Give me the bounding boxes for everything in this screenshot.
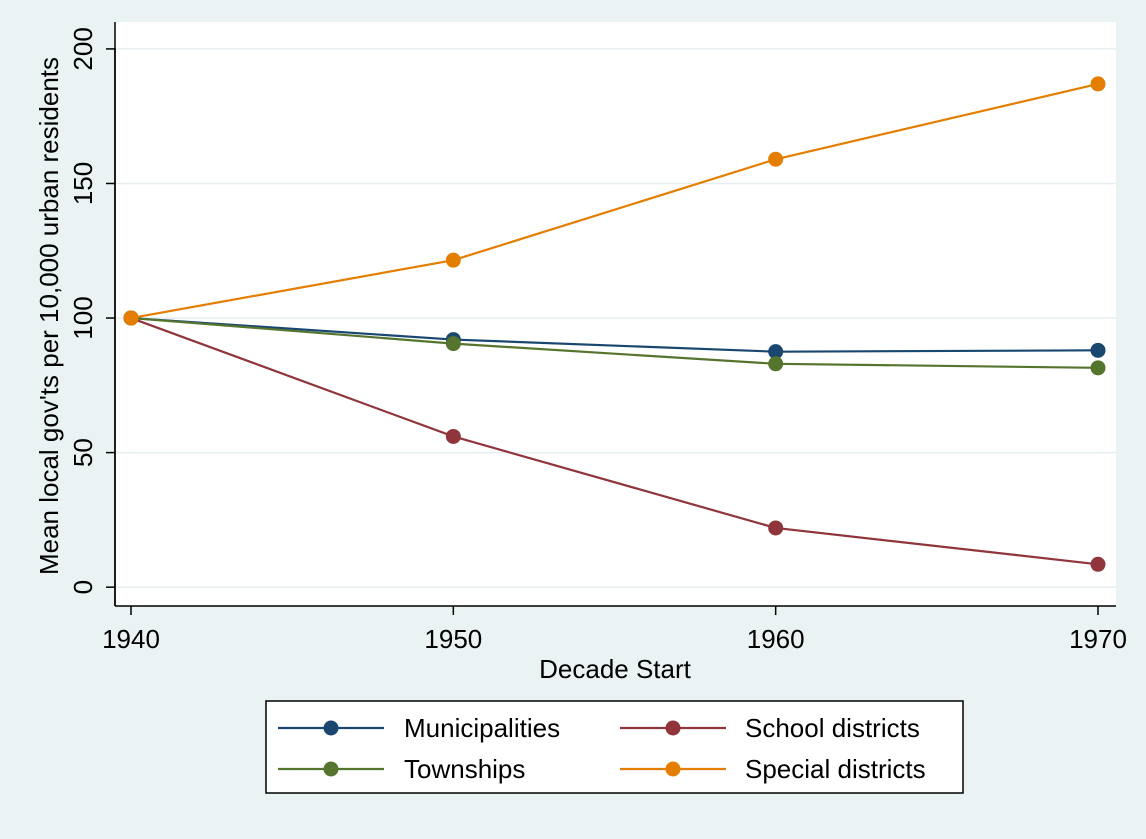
data-point-school-districts-1950 (445, 428, 461, 444)
x-tick-label-1970: 1970 (1069, 624, 1127, 654)
legend-marker-townships (323, 761, 339, 777)
legend-label-special-districts: Special districts (745, 754, 926, 784)
x-tick-label-1950: 1950 (424, 624, 482, 654)
y-tick-label-150: 150 (68, 162, 98, 205)
x-axis-label: Decade Start (539, 654, 692, 684)
legend-label-municipalities: Municipalities (404, 713, 560, 743)
data-point-municipalities-1960 (768, 344, 784, 360)
y-tick-label-100: 100 (68, 296, 98, 339)
legend-label-townships: Townships (404, 754, 525, 784)
grid-lines (115, 48, 1116, 588)
x-tick-label-1960: 1960 (747, 624, 805, 654)
data-point-townships-1960 (768, 356, 784, 372)
legend-marker-municipalities (323, 720, 339, 736)
series-line-special-districts (130, 82, 1099, 320)
y-axis-label: Mean local gov'ts per 10,000 urban resid… (34, 57, 64, 575)
data-point-school-districts-1960 (768, 520, 784, 536)
legend-marker-special-districts (665, 761, 681, 777)
legend-item-townships: Townships (278, 754, 525, 784)
legend-item-special-districts: Special districts (620, 754, 926, 784)
data-point-school-districts-1970 (1090, 556, 1106, 572)
legend: Municipalities School districts Townships S… (265, 700, 964, 794)
series-line-school-districts (130, 317, 1099, 566)
data-point-special-districts-1970 (1090, 76, 1106, 92)
y-tick-label-50: 50 (68, 438, 98, 467)
series-special-districts (123, 76, 1106, 326)
plot-area (115, 22, 1116, 606)
axes: 0 50 100 150 200 1940 1950 1960 1970 (68, 22, 1127, 654)
data-point-townships-1950 (445, 336, 461, 352)
y-tick-label-0: 0 (68, 580, 98, 594)
legend-box (265, 700, 964, 794)
data-point-townships-1970 (1090, 360, 1106, 376)
series-group (123, 76, 1106, 572)
data-point-special-districts-1950 (445, 252, 461, 268)
legend-item-school-districts: School districts (620, 713, 920, 743)
series-line-townships (130, 316, 1099, 369)
data-point-municipalities-1970 (1090, 342, 1106, 358)
data-point-special-districts-1960 (768, 151, 784, 167)
data-point-special-districts-1940 (123, 310, 139, 326)
series-line-municipalities (130, 316, 1099, 353)
x-tick-label-1940: 1940 (102, 624, 160, 654)
legend-item-municipalities: Municipalities (278, 713, 560, 743)
legend-label-school-districts: School districts (745, 713, 920, 743)
y-tick-label-200: 200 (68, 27, 98, 70)
legend-marker-school-districts (665, 720, 681, 736)
